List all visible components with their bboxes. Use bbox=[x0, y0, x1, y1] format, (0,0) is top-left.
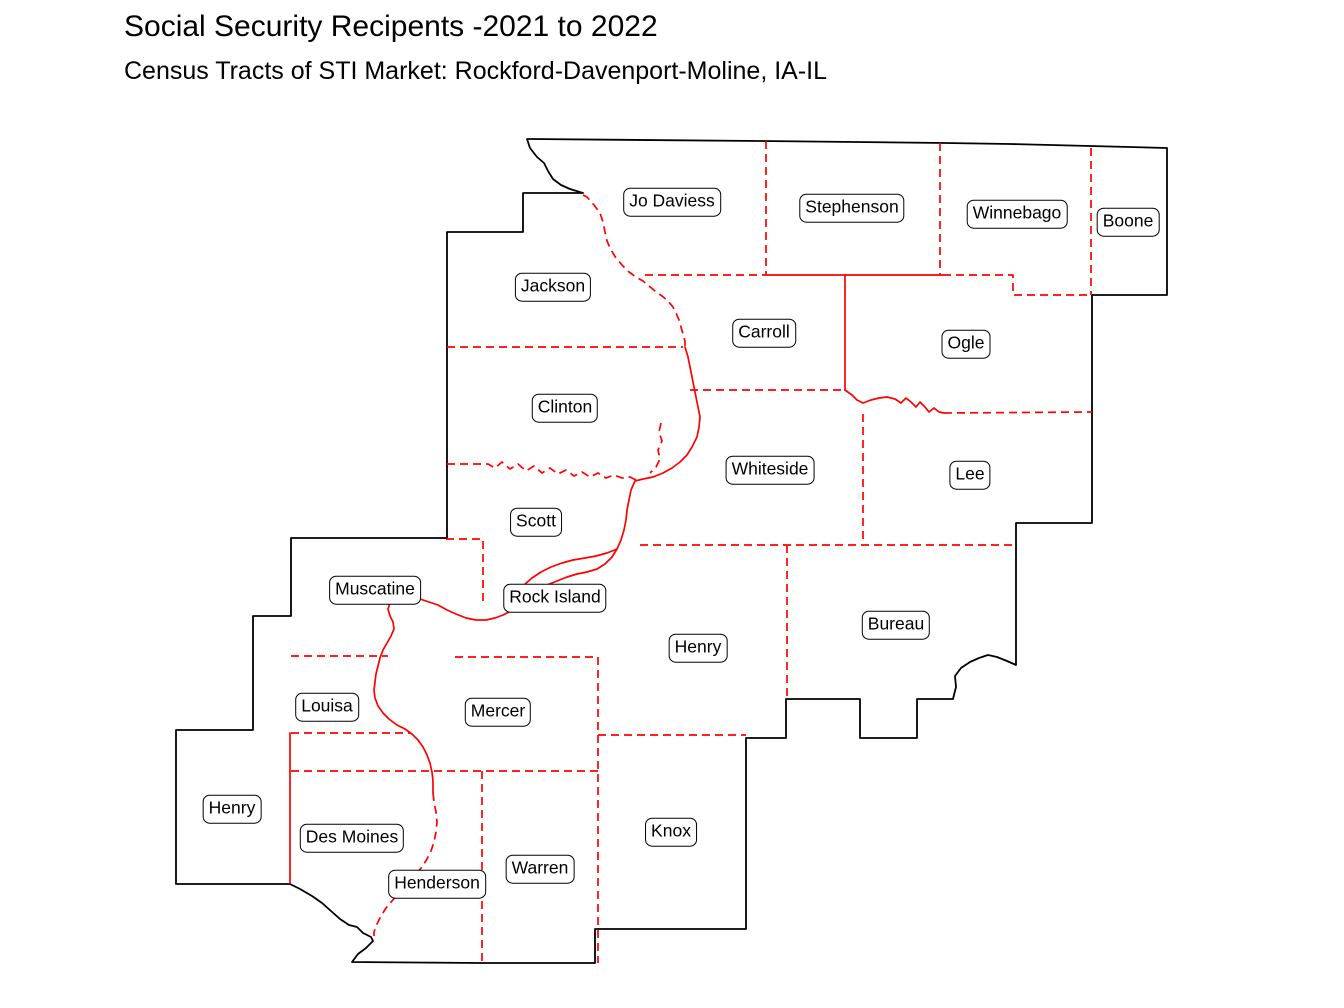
county-label-lee: Lee bbox=[949, 460, 991, 490]
outer-county-boundary bbox=[175, 138, 1168, 964]
county-label-bureau: Bureau bbox=[861, 610, 931, 640]
county-label-warren: Warren bbox=[505, 854, 575, 884]
county-label-jo-daviess: Jo Daviess bbox=[623, 187, 721, 217]
page-subtitle: Census Tracts of STI Market: Rockford-Da… bbox=[124, 57, 828, 85]
county-label-winnebago: Winnebago bbox=[966, 199, 1068, 229]
plot-titles: Social Security Recipents -2021 to 2022 … bbox=[124, 10, 827, 86]
county-label-scott: Scott bbox=[510, 507, 562, 537]
county-label-louisa: Louisa bbox=[295, 692, 359, 722]
county-label-whiteside: Whiteside bbox=[725, 455, 815, 485]
county-label-clinton: Clinton bbox=[531, 393, 599, 423]
county-label-rock-island: Rock Island bbox=[503, 583, 607, 613]
river-cutoff-line bbox=[649, 422, 663, 474]
county-label-knox: Knox bbox=[645, 817, 697, 847]
county-label-ogle: Ogle bbox=[941, 329, 991, 359]
tract-line-winnebago-south bbox=[943, 274, 1091, 296]
county-label-henry-il: Henry bbox=[668, 633, 728, 663]
rock-river-wiggle bbox=[844, 389, 945, 414]
county-label-des-moines: Des Moines bbox=[299, 823, 405, 853]
county-label-muscatine: Muscatine bbox=[329, 575, 421, 605]
county-label-carroll: Carroll bbox=[732, 318, 796, 348]
tract-line-muscatine-scott bbox=[446, 538, 484, 603]
county-label-henderson: Henderson bbox=[388, 869, 486, 899]
page-title: Social Security Recipents -2021 to 2022 bbox=[124, 10, 658, 43]
river-line-lower bbox=[373, 792, 438, 936]
tract-line-ogle-lee bbox=[943, 411, 1093, 414]
river-line-middle bbox=[373, 346, 701, 794]
county-label-henry-ia: Henry bbox=[202, 794, 262, 824]
county-label-mercer: Mercer bbox=[464, 697, 532, 727]
tract-line-clinton-scott bbox=[447, 461, 637, 481]
river-line-upper bbox=[582, 194, 686, 347]
county-label-boone: Boone bbox=[1096, 207, 1160, 237]
county-label-stephenson: Stephenson bbox=[799, 193, 905, 223]
county-label-jackson: Jackson bbox=[514, 272, 592, 302]
